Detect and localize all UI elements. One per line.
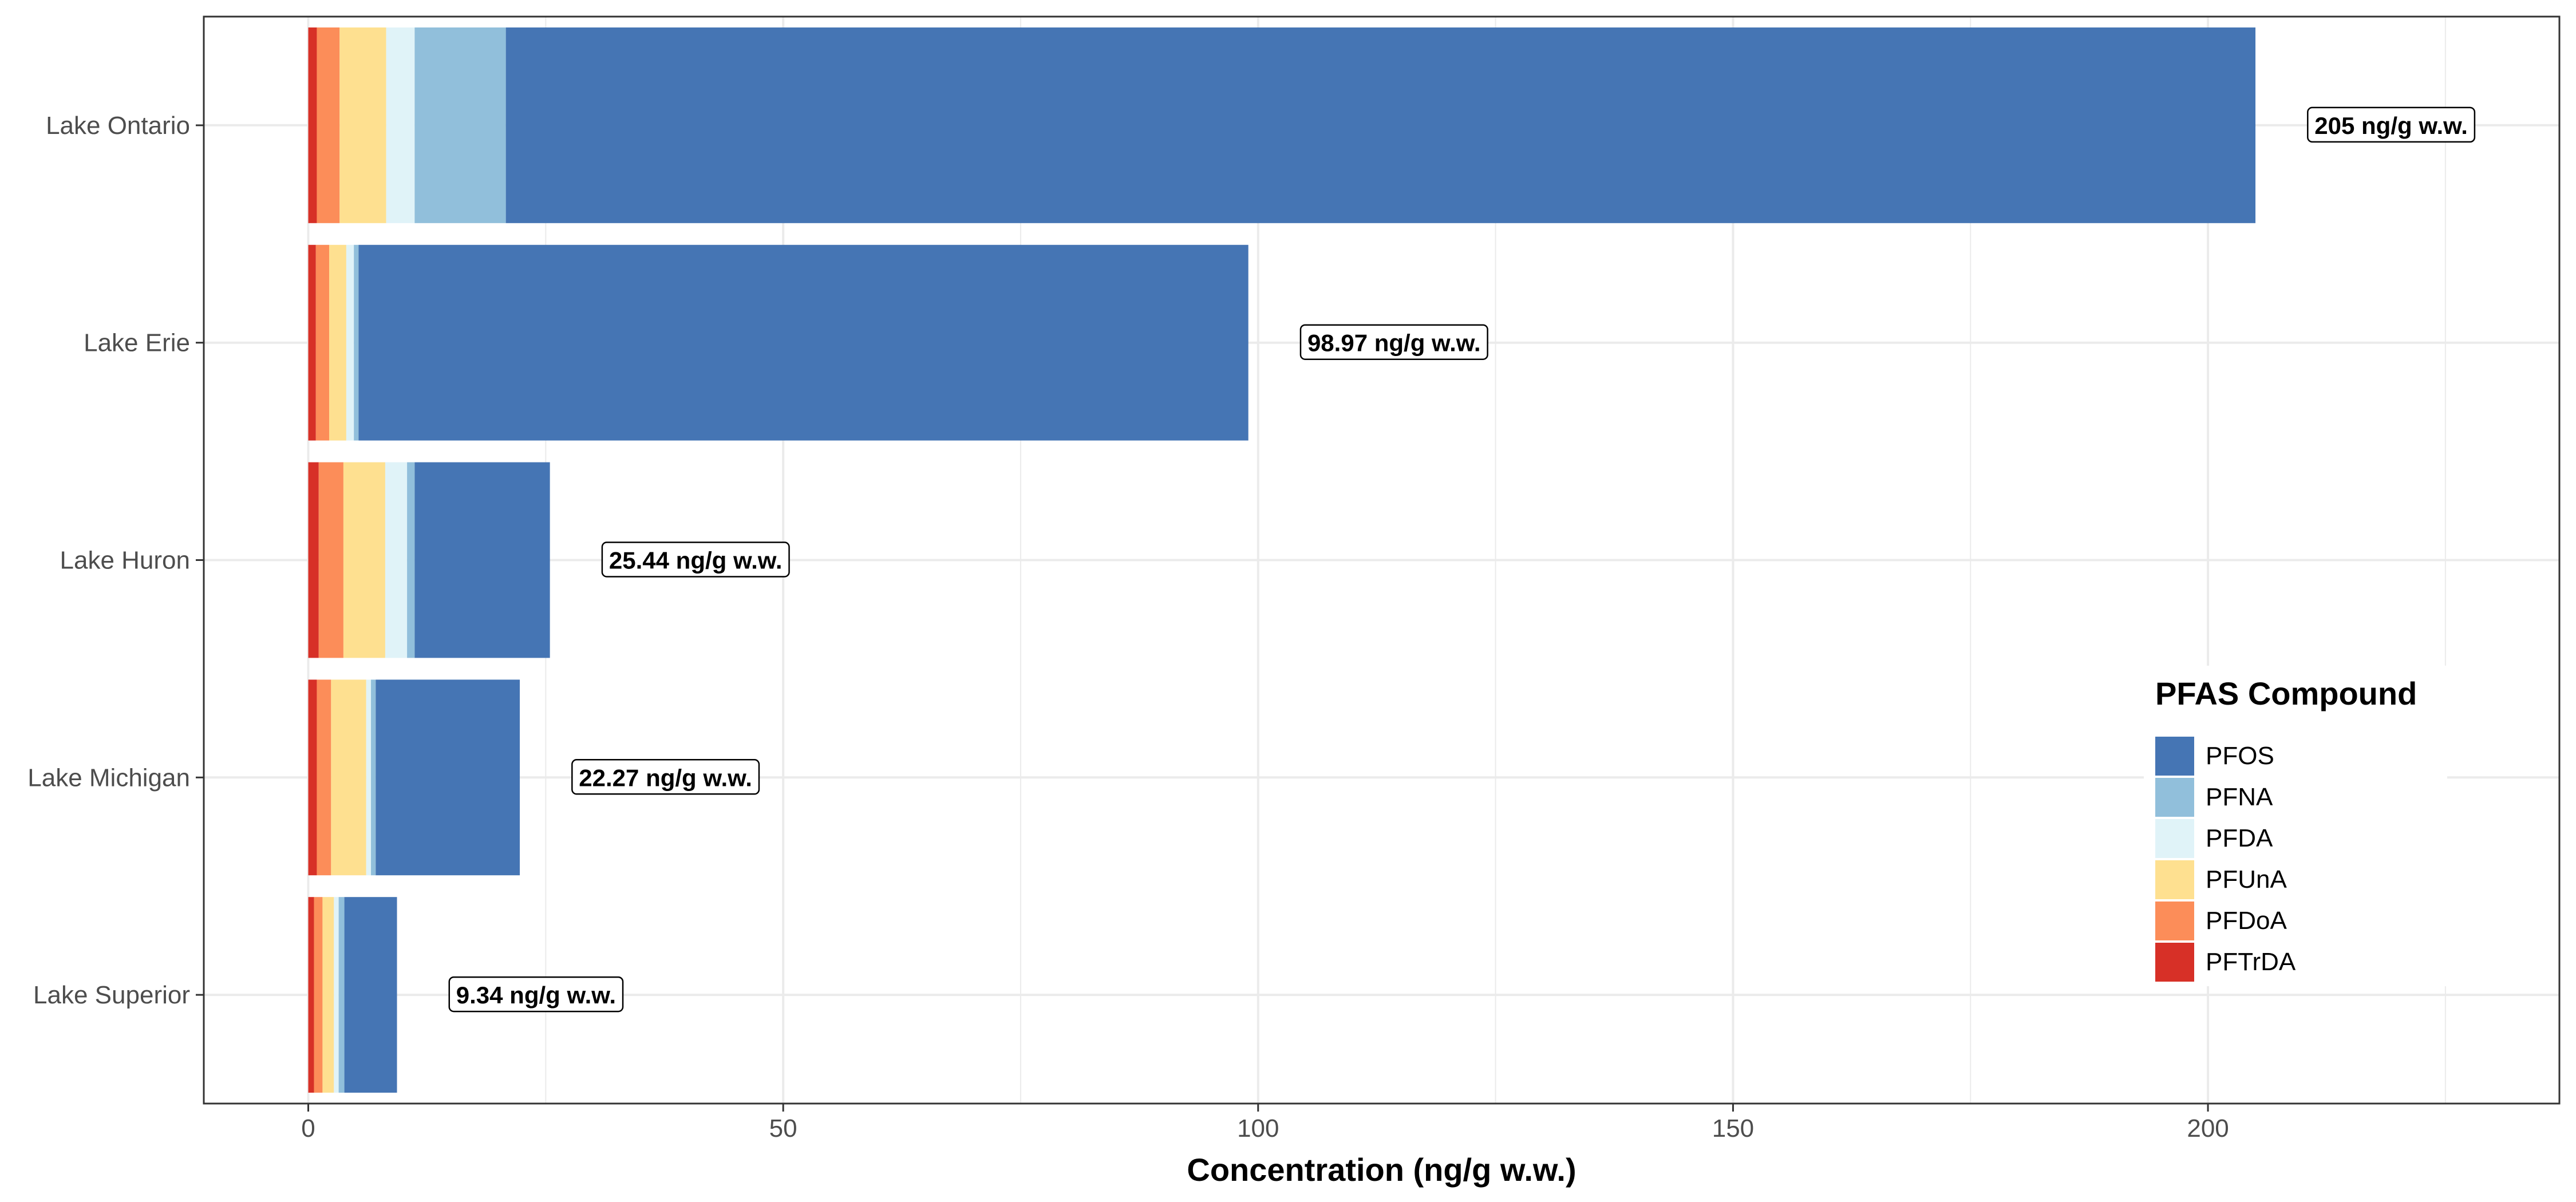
bar-segment [339, 27, 386, 223]
bar-segment [346, 244, 354, 441]
legend-label: PFDA [2206, 824, 2273, 852]
total-label: 22.27 ng/g w.w. [571, 759, 760, 795]
bars [308, 27, 2256, 1093]
x-axis-title: Concentration (ng/g w.w.) [1187, 1152, 1576, 1188]
x-tick-label: 150 [1712, 1114, 1754, 1142]
x-tick-label: 200 [2187, 1114, 2229, 1142]
legend-item: PFUnA [2155, 860, 2287, 899]
legend-label: PFUnA [2206, 865, 2287, 893]
total-label: 25.44 ng/g w.w. [601, 541, 790, 578]
x-tick-label: 100 [1237, 1114, 1279, 1142]
legend-key [2155, 860, 2194, 899]
legend-key [2155, 943, 2194, 982]
total-label: 205 ng/g w.w. [2307, 106, 2476, 143]
bar-segment [308, 244, 316, 441]
axes: 0 50 100 150 200 Lake Ontario Lake Erie Lake Hu… [27, 112, 2229, 1142]
legend-label: PFDoA [2206, 907, 2287, 935]
bar-segment [414, 27, 506, 223]
bar-segment [376, 679, 520, 876]
bar-segment [334, 897, 339, 1093]
bar-segment [331, 679, 366, 876]
total-label-text: 22.27 ng/g w.w. [579, 764, 752, 791]
total-label-text: 25.44 ng/g w.w. [609, 547, 783, 574]
bar-segment [354, 244, 359, 441]
y-tick-label: Lake Huron [60, 547, 190, 575]
y-tick-label: Lake Michigan [27, 764, 190, 792]
bar-segment [322, 897, 334, 1093]
bar-segment [366, 679, 372, 876]
legend-item: PFNA [2155, 778, 2273, 817]
legend-item: PFDoA [2155, 902, 2287, 940]
bar-segment [315, 244, 330, 441]
total-label-text: 205 ng/g w.w. [2314, 112, 2468, 139]
total-label-text: 9.34 ng/g w.w. [456, 982, 616, 1009]
legend-key [2155, 778, 2194, 817]
bar-segment [329, 244, 346, 441]
legend-item: PFDA [2155, 819, 2273, 858]
legend-key [2155, 819, 2194, 858]
total-label-box [2307, 106, 2476, 143]
legend-title: PFAS Compound [2155, 675, 2417, 711]
bar-segment [317, 27, 340, 223]
total-label-box [1299, 324, 1488, 360]
bar-segment [308, 679, 317, 876]
y-tick-label: Lake Erie [84, 329, 190, 357]
total-label: 9.34 ng/g w.w. [448, 976, 624, 1013]
bar-segment [314, 897, 323, 1093]
legend-label: PFOS [2206, 742, 2274, 770]
bar-segment [358, 244, 1249, 441]
x-tick-label: 0 [301, 1114, 315, 1142]
bar-segment [344, 897, 397, 1093]
bar-segment [343, 462, 385, 658]
total-label: 98.97 ng/g w.w. [1299, 324, 1488, 360]
legend-label: PFTrDA [2206, 948, 2296, 976]
bar-segment [318, 462, 343, 658]
bar-segment [386, 27, 415, 223]
bar-segment [371, 679, 376, 876]
bar-segment [414, 462, 550, 658]
total-label-box [571, 759, 760, 795]
y-tick-label: Lake Superior [33, 981, 190, 1009]
legend-label: PFNA [2206, 783, 2273, 811]
legend-key [2155, 737, 2194, 776]
y-tick-label: Lake Ontario [46, 112, 190, 140]
total-label-box [601, 541, 790, 578]
x-tick-label: 50 [769, 1114, 797, 1142]
legend-key [2155, 902, 2194, 940]
bar-segment [338, 897, 345, 1093]
total-label-text: 98.97 ng/g w.w. [1307, 330, 1481, 357]
bar-segment [505, 27, 2256, 223]
bar-segment [407, 462, 415, 658]
legend-background [2144, 666, 2447, 986]
bar-segment [317, 679, 331, 876]
legend-item: PFOS [2155, 737, 2274, 776]
bar-segment [385, 462, 408, 658]
total-label-box [448, 976, 624, 1013]
bar-segment [308, 462, 319, 658]
legend-item: PFTrDA [2155, 943, 2296, 982]
legend: PFAS Compound PFOS PFNA PFDA PFUnA PFDoA PFTrD… [2144, 666, 2447, 986]
bar-segment [308, 897, 314, 1093]
total-labels: 205 ng/g w.w. 98.97 ng/g w.w. 25.44 ng/g w… [448, 106, 2476, 1013]
bar-segment [308, 27, 317, 223]
